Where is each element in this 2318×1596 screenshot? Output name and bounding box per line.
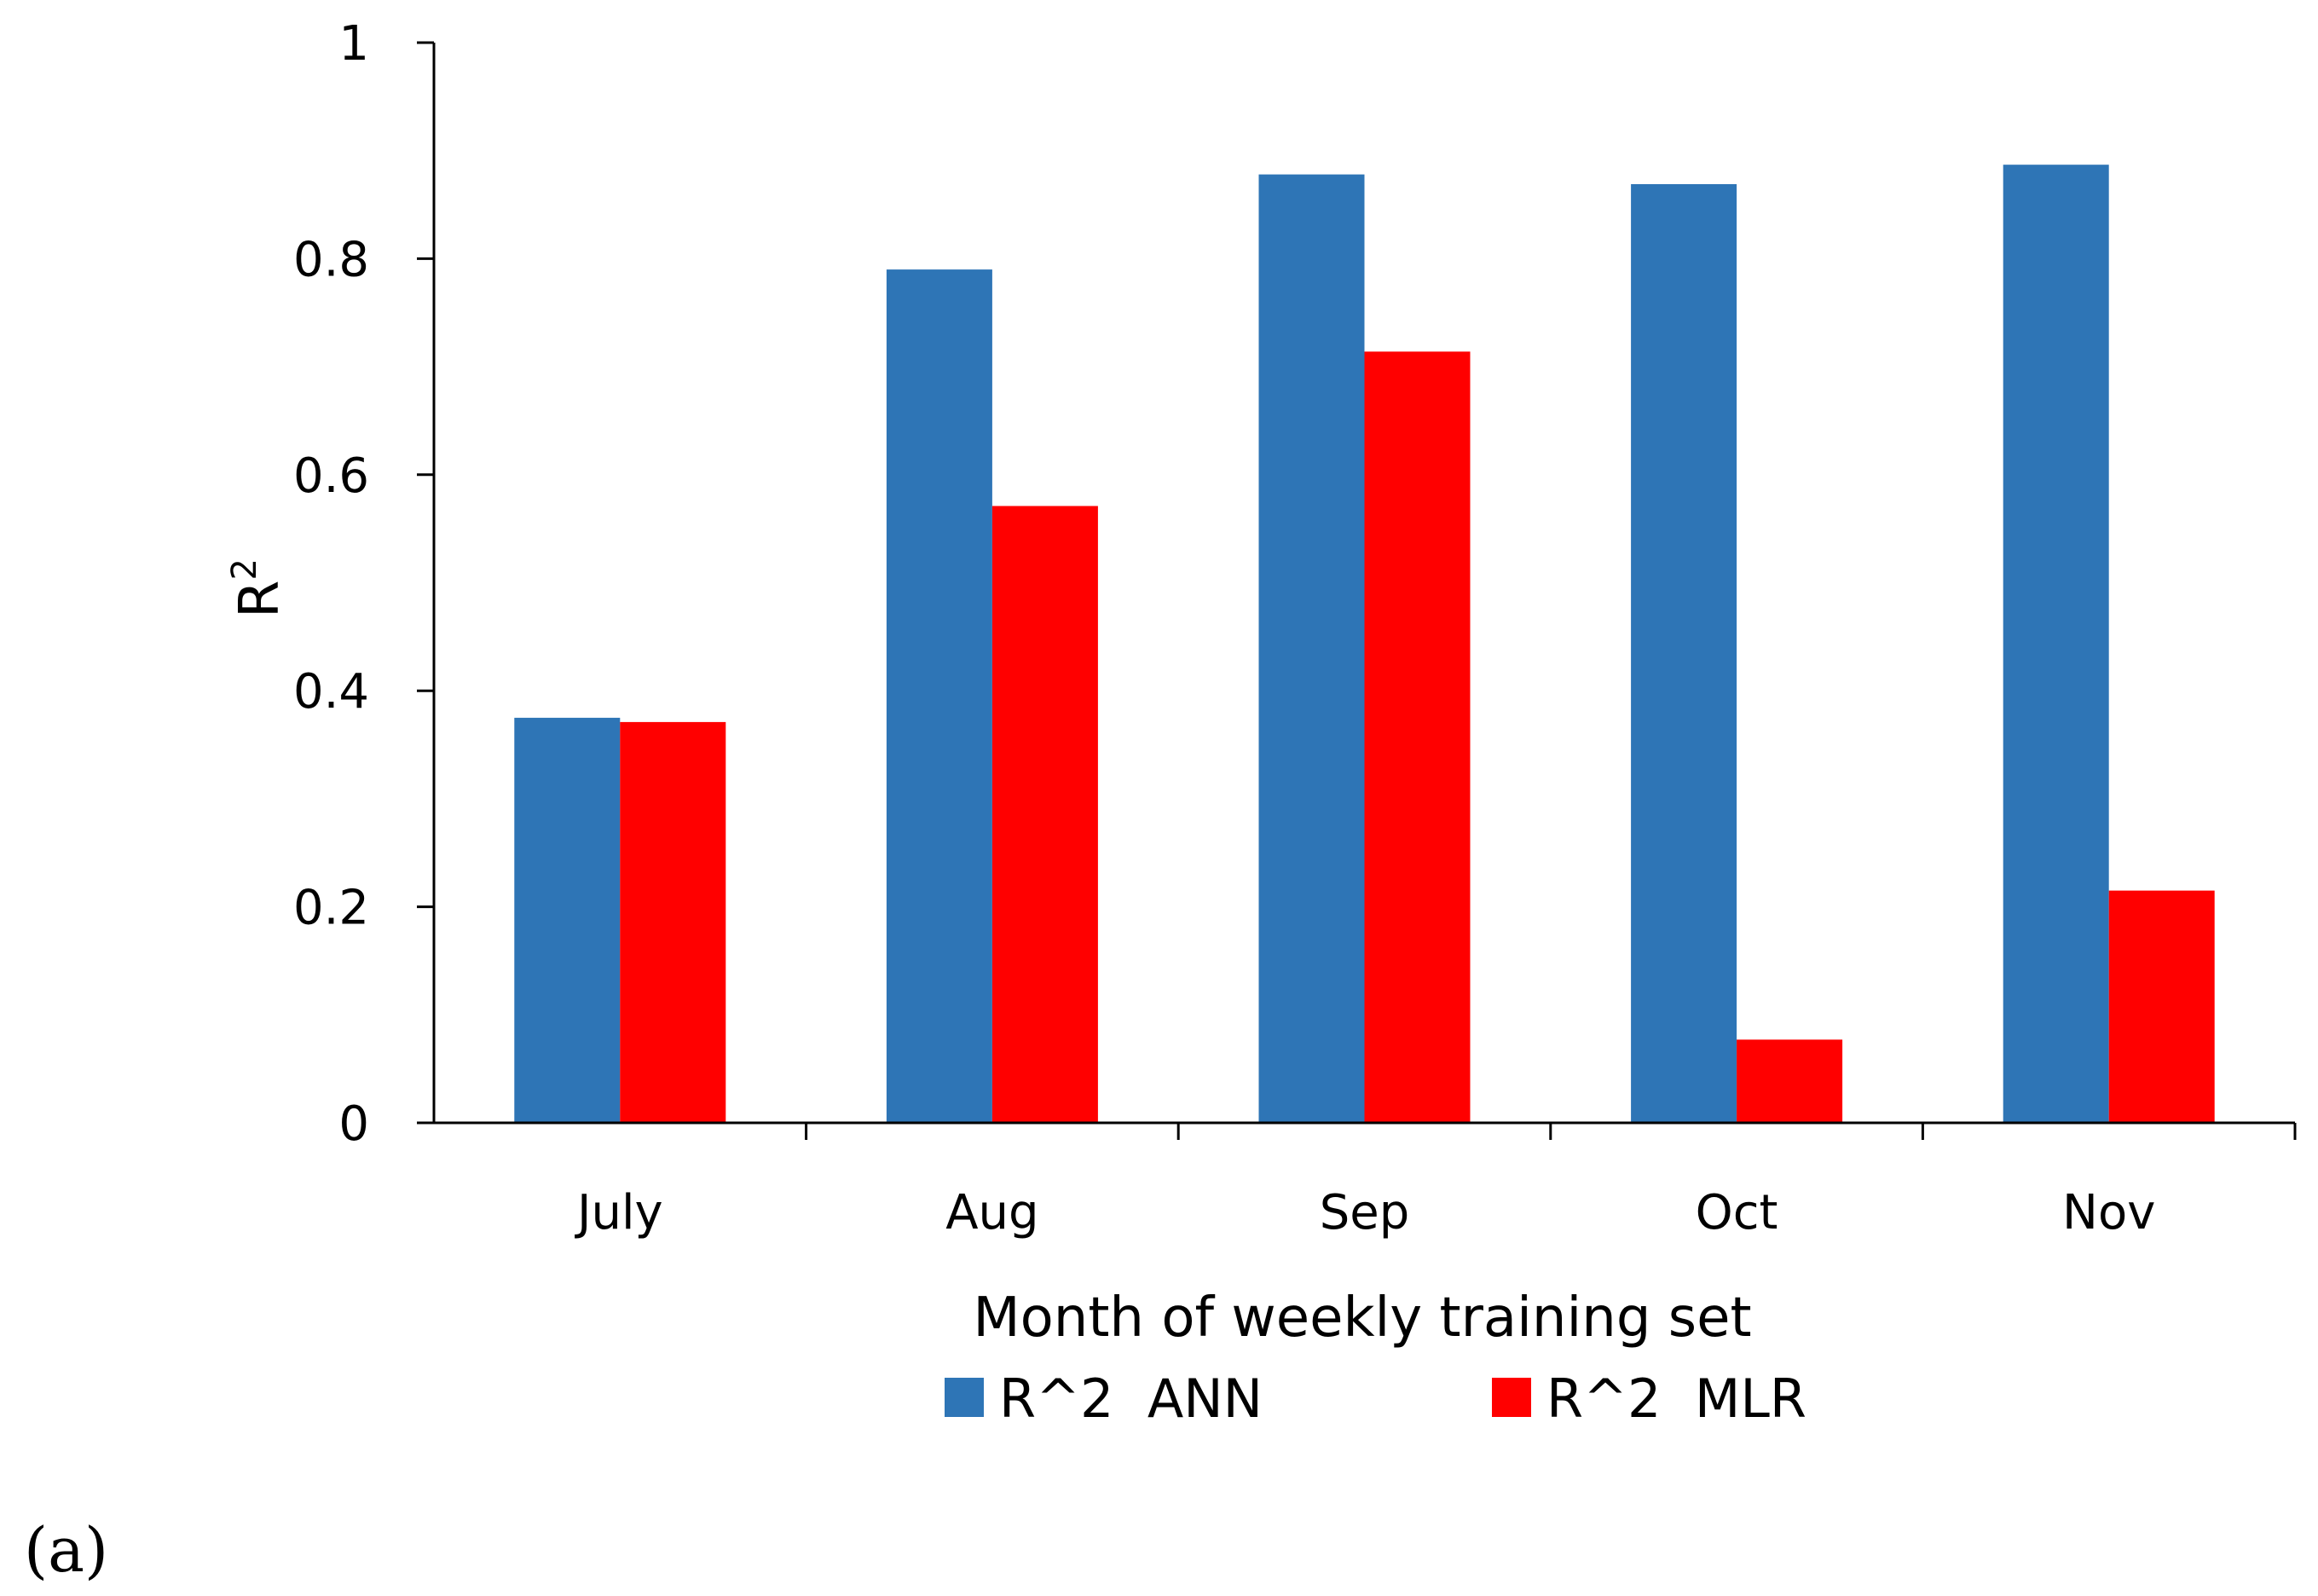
panel-label: (a) xyxy=(24,1514,108,1586)
bar-mlr-july xyxy=(620,721,726,1123)
legend-label-mlr: R^2 MLR xyxy=(1546,1368,1806,1430)
bar-ann-july xyxy=(514,717,621,1123)
legend-swatch-mlr xyxy=(1492,1378,1531,1417)
x-tick-label: Nov xyxy=(2062,1185,2155,1240)
y-tick-label: 0 xyxy=(338,1096,369,1152)
bar-mlr-oct xyxy=(1737,1039,1843,1123)
x-tick-label: Sep xyxy=(1320,1185,1410,1240)
y-axis-title-superscript: 2 xyxy=(225,558,264,580)
y-tick-label: 1 xyxy=(338,16,369,72)
plot-area: 0 0.2 0.4 0.6 0.8 1 July Aug Sep Oct Nov xyxy=(293,16,2297,1240)
bar-mlr-aug xyxy=(991,506,1098,1123)
bar-ann-oct xyxy=(1631,184,1737,1123)
x-tick-label: Aug xyxy=(945,1185,1038,1240)
y-tick-label: 0.8 xyxy=(293,232,369,287)
x-tick-label: Oct xyxy=(1696,1185,1778,1240)
legend: R^2 ANN R^2 MLR xyxy=(945,1368,1806,1430)
y-axis-title: R2 xyxy=(225,558,292,618)
y-tick-label: 0.6 xyxy=(293,448,369,504)
bar-mlr-nov xyxy=(2108,890,2215,1123)
x-axis-title: Month of weekly training set xyxy=(973,1287,1751,1350)
y-tick-label: 0.4 xyxy=(293,664,369,720)
y-axis-title-base: R xyxy=(228,580,292,617)
legend-swatch-ann xyxy=(945,1378,984,1417)
bar-ann-aug xyxy=(886,269,992,1124)
bar-ann-sep xyxy=(1258,174,1365,1124)
legend-label-ann: R^2 ANN xyxy=(999,1368,1263,1430)
bar-ann-nov xyxy=(2003,165,2109,1124)
x-tick-label: July xyxy=(575,1185,663,1240)
y-tick-label: 0.2 xyxy=(293,881,369,936)
bar-mlr-sep xyxy=(1364,351,1471,1123)
